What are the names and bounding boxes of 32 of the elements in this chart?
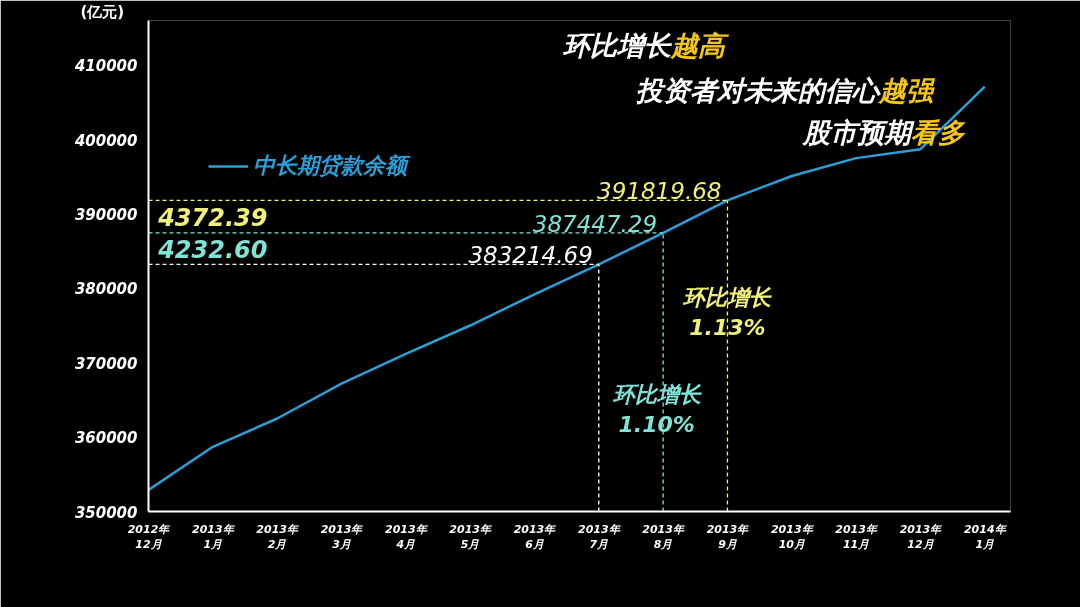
x-tick-label: 2013年 1月 [192, 522, 236, 552]
y-tick-label: 390000 [74, 205, 138, 224]
annotation: 投资者对未来的信心越强 [635, 74, 936, 106]
x-tick-label: 2013年 10月 [770, 522, 815, 552]
y-tick-label: 370000 [74, 354, 138, 373]
annotation: 4232.60 [157, 235, 268, 264]
annotation: 环比增长 1.10% [611, 382, 702, 438]
annotation: 股市预期看多 [800, 116, 966, 148]
annotation: 4372.39 [157, 203, 268, 232]
x-tick-label: 2014年 1月 [963, 522, 1008, 552]
y-tick-label: 360000 [74, 429, 138, 448]
x-tick-label: 2013年 2月 [256, 522, 300, 552]
annotation: 环比增长越高 [561, 29, 730, 61]
annotation: 387447.29 [532, 210, 658, 237]
x-tick-label: 2013年 8月 [642, 522, 686, 552]
x-tick-label: 2013年 12月 [899, 522, 944, 552]
x-tick-label: 2013年 4月 [385, 522, 429, 552]
x-tick-label: 2013年 3月 [320, 522, 365, 552]
x-tick-label: 2013年 7月 [577, 522, 622, 552]
y-tick-label: 380000 [74, 280, 138, 299]
x-tick-label: 2013年 9月 [706, 522, 751, 552]
x-tick-label: 2013年 6月 [513, 522, 558, 552]
annotation: 环比增长 1.13% [682, 285, 773, 341]
y-tick-label: 350000 [74, 503, 138, 522]
annotation: 391819.68 [597, 178, 722, 205]
y-tick-label: 410000 [73, 57, 138, 76]
y-tick-label: 400000 [73, 131, 138, 150]
x-tick-label: 2013年 5月 [449, 522, 493, 552]
x-tick-label: 2013年 11月 [835, 522, 879, 552]
y-axis-title: (亿元) [80, 2, 125, 21]
x-tick-label: 2012年 12月 [127, 522, 172, 552]
annotation: 383214.69 [468, 242, 593, 269]
